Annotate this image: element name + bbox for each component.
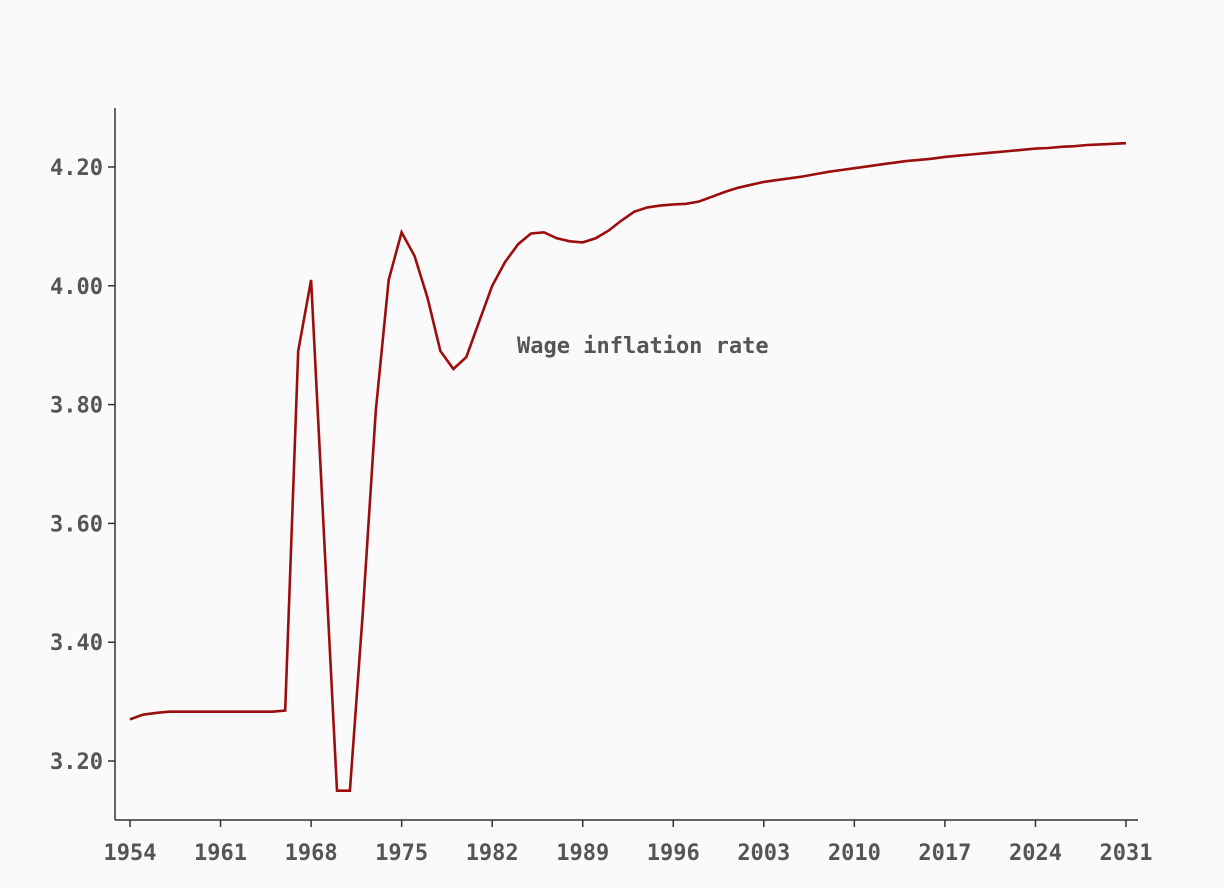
- y-tick-label: 3.40: [50, 631, 103, 656]
- wage-inflation-line: [129, 141, 1127, 793]
- x-tick-label: 2017: [918, 841, 971, 866]
- x-axis-ticks: 1954 1961 1968 1975 1982 1989 1996 2003 2010 2017…: [104, 820, 1153, 866]
- x-tick-label: 1982: [466, 841, 519, 866]
- y-tick-label: 3.80: [50, 394, 103, 419]
- x-tick-label: 2031: [1100, 841, 1153, 866]
- x-tick-label: 1996: [647, 841, 700, 866]
- x-tick-label: 1954: [104, 841, 157, 866]
- x-tick-label: 1975: [375, 841, 428, 866]
- x-tick-label: 1961: [194, 841, 247, 866]
- y-tick-label: 3.20: [50, 750, 103, 775]
- y-tick-label: 3.60: [50, 512, 103, 537]
- series-label: Wage inflation rate: [517, 334, 769, 359]
- x-tick-label: 2003: [737, 841, 790, 866]
- x-tick-label: 1989: [556, 841, 609, 866]
- y-axis-ticks: 3.20 3.40 3.60 3.80 4.00 4.20: [50, 156, 115, 775]
- y-tick-label: 4.20: [50, 156, 103, 181]
- x-tick-label: 1968: [285, 841, 338, 866]
- y-tick-label: 4.00: [50, 275, 103, 300]
- x-tick-label: 2024: [1009, 841, 1062, 866]
- x-tick-label: 2010: [828, 841, 881, 866]
